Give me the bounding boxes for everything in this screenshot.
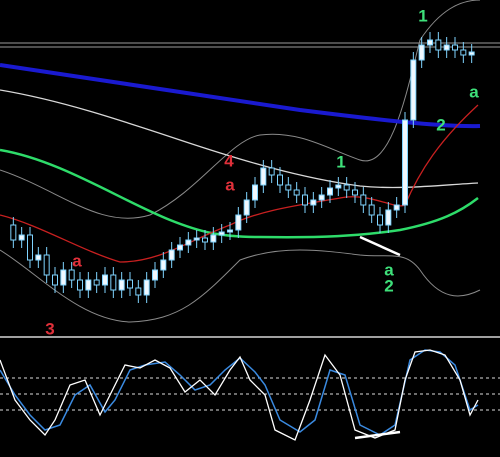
candle-body [260, 167, 267, 186]
candle-body [385, 209, 392, 226]
candle-body [185, 239, 192, 246]
candle-body [285, 184, 292, 191]
candle-body [152, 269, 158, 281]
annotation: 2 [384, 276, 393, 295]
candle-body [410, 59, 417, 121]
candle-body [452, 44, 458, 51]
candle-body [202, 237, 208, 243]
candle-body [443, 44, 450, 51]
candle-body [268, 167, 275, 176]
candle-body [335, 184, 342, 189]
candle-body [252, 184, 258, 201]
annotation: a [469, 82, 479, 101]
candle-body [85, 279, 92, 291]
candle-body [110, 274, 117, 291]
candle-body [143, 279, 150, 296]
annotation: a [225, 175, 235, 194]
candle-body [310, 199, 317, 206]
annotation: a [384, 260, 394, 279]
candle-body [368, 204, 375, 216]
candle-body [235, 214, 242, 231]
candle-body [177, 244, 183, 251]
candle-body [77, 279, 83, 291]
candle-body [427, 39, 433, 46]
candle-body [118, 279, 125, 291]
moving-average-mid [0, 89, 479, 189]
candle-body [377, 214, 383, 226]
candle-body [343, 184, 350, 191]
annotation: 1 [418, 6, 427, 25]
annotation: a [72, 251, 82, 270]
candle-body [327, 187, 333, 196]
candle-body [418, 44, 425, 61]
candle-body [60, 269, 67, 286]
moving-average-fast [0, 148, 479, 239]
oscillator-signal [0, 349, 479, 441]
divergence-line [359, 235, 401, 257]
candle-body [18, 234, 25, 241]
candle-body [293, 189, 300, 196]
candle-body [193, 237, 200, 241]
candle-body [127, 279, 133, 289]
candle-body [160, 259, 167, 271]
lower-band [0, 249, 481, 323]
candle-body [460, 49, 467, 56]
candles [10, 32, 475, 303]
annotation: 4 [224, 151, 234, 170]
candle-body [352, 189, 358, 196]
candle-body [43, 254, 50, 276]
candle-body [27, 234, 33, 261]
candle-body [218, 231, 225, 236]
candle-body [52, 274, 58, 286]
candle-body [135, 287, 142, 296]
annotation: 1 [336, 152, 345, 171]
candle-body [318, 194, 325, 201]
candle-body [402, 119, 408, 206]
moving-average-slow [0, 63, 481, 129]
candle-body [10, 224, 17, 241]
candle-body [277, 174, 283, 186]
candle-body [302, 194, 308, 206]
candle-body [68, 269, 75, 281]
candle-body [435, 39, 442, 51]
candle-body [210, 234, 217, 243]
candle-body [243, 199, 250, 216]
candle-body [227, 229, 233, 233]
annotation: 3 [45, 319, 54, 338]
candle-body [360, 194, 367, 206]
candle-body [393, 204, 400, 211]
candle-body [102, 274, 108, 286]
candle-body [468, 51, 475, 56]
annotation: 2 [436, 115, 445, 134]
candle-body [93, 279, 100, 286]
upper-band [0, 0, 481, 219]
candle-body [168, 249, 175, 261]
divergence-line [354, 430, 401, 440]
signal-line [0, 104, 479, 263]
candle-body [35, 254, 42, 261]
